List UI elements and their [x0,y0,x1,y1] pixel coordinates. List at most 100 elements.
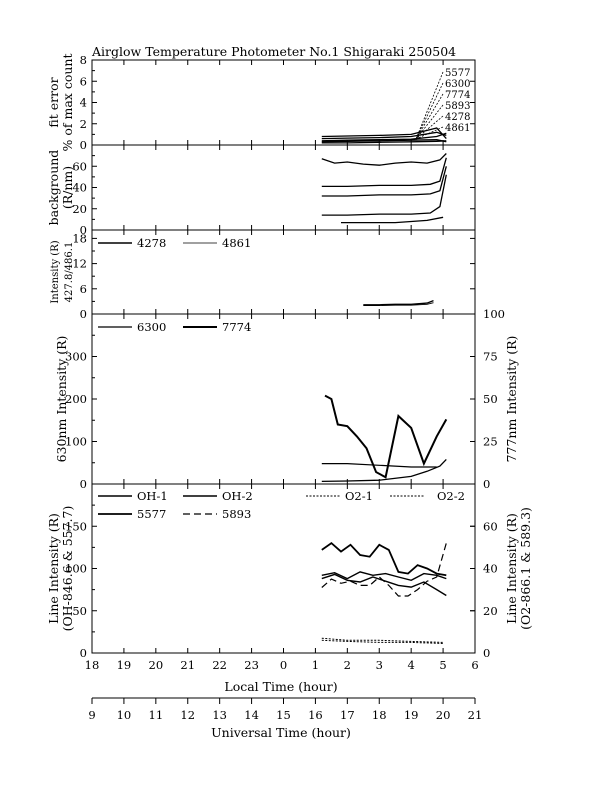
callout-leader [415,104,444,140]
legend-label: 6300 [137,320,166,334]
y-axis-label: fit error [46,77,61,127]
series-line [321,571,447,582]
legend-label: 5893 [222,507,251,521]
local-tick-label: 3 [376,658,383,672]
callout-label: 6300 [445,79,470,90]
y-right-tick-label: 0 [483,477,490,491]
y-right-tick-label: 50 [483,392,498,406]
local-tick-label: 1 [312,658,319,672]
y-axis-label: 630nm Intensity (R) [54,336,69,463]
y-right-axis-label: 777nm Intensity (R) [504,336,519,463]
y-tick-label: 100 [65,562,87,576]
ut-tick-label: 10 [117,708,132,722]
legend-label: O2-1 [345,489,373,503]
ut-tick-label: 18 [372,708,387,722]
legend-label: OH-1 [137,489,168,503]
series-line [321,157,447,188]
y-right-axis-label: Line Intensity (R) [504,513,519,624]
y-tick-label: 0 [80,223,87,237]
series-line [321,139,447,143]
series-line [321,573,447,597]
legend-label: 5577 [137,507,166,521]
series-line [321,153,447,166]
y-right-tick-label: 75 [483,350,498,364]
panel-fit-error: 0 2 4 6 8 fit error% of max count 557763007774… [46,53,476,152]
series-line [321,174,447,216]
callout-leader [415,126,444,140]
local-tick-label: 6 [471,658,478,672]
local-tick-label: 18 [85,658,100,672]
callout-label: 4861 [445,123,470,134]
series-line [321,463,437,468]
ut-tick-label: 13 [212,708,227,722]
local-tick-label: 19 [117,658,132,672]
local-tick-label: 21 [180,658,195,672]
series-line [321,639,444,644]
y-axis-label: (OH-846.6 & 557.7) [60,506,75,632]
y-tick-label: 12 [72,257,87,271]
y-right-tick-label: 60 [483,519,498,533]
local-tick-label: 5 [439,658,446,672]
series-line [341,216,444,224]
y-tick-label: 0 [80,646,87,660]
time-axes: 18 19 20 21 22 23 0 1 2 3 4 5 69 10 11 12 13 14 15 16 17 18 19… [85,658,483,722]
y-axis-label: % of max count [60,54,75,152]
y-tick-label: 40 [72,181,87,195]
callout-leader [415,93,444,140]
series-line [321,127,447,140]
y-tick-label: 100 [65,435,87,449]
y-axis-label: Line Intensity (R) [46,513,61,624]
series-line [324,394,448,479]
callout-leader [415,115,444,140]
y-right-tick-label: 0 [483,646,490,660]
y-right-tick-label: 40 [483,562,498,576]
y-tick-label: 18 [72,231,87,245]
y-tick-label: 300 [65,350,87,364]
ut-tick-label: 12 [180,708,195,722]
y-tick-label: 2 [80,117,87,131]
series-line [321,131,447,140]
series-line [321,458,447,483]
y-axis-label: Intensity (R) [50,240,61,303]
legend-label: O2-2 [437,489,465,503]
callout-label: 5577 [445,68,470,79]
y-right-tick-label: 25 [483,435,498,449]
ut-tick-label: 15 [276,708,291,722]
panel-intensity-4278-4861: 0 6 12 18 Intensity (R) 427.8/486.1 4278 4861 [50,229,476,321]
callout-leader [415,71,444,140]
y-right-tick-label: 20 [483,604,498,618]
ut-tick-label: 20 [436,708,451,722]
ut-tick-label: 11 [149,708,164,722]
series-line [321,542,447,597]
figure-title: Airglow Temperature Photometer No.1 Shig… [91,44,456,59]
ut-tick-label: 21 [468,708,483,722]
local-tick-label: 4 [408,658,415,672]
y-right-tick-label: 100 [483,307,505,321]
y-tick-label: 150 [65,519,87,533]
local-tick-label: 0 [280,658,287,672]
callout-label: 7774 [445,90,470,101]
y-right-axis-label: (O2-866.1 & 589.3) [518,507,533,630]
ut-tick-label: 17 [340,708,355,722]
y-tick-label: 6 [80,74,87,88]
series-line [321,166,447,197]
local-tick-label: 22 [212,658,227,672]
series-line [363,302,434,307]
callout-label: 4278 [445,112,470,123]
y-tick-label: 200 [65,392,87,406]
ut-tick-label: 9 [88,708,95,722]
series-line [321,637,444,643]
y-tick-label: 8 [80,53,87,67]
series-line [363,299,434,306]
y-axis-label: (R/nm) [60,166,75,209]
y-tick-label: 6 [80,282,87,296]
legend-label: 4861 [222,236,251,250]
legend-label: OH-2 [222,489,253,503]
series-line [321,132,447,142]
callout-label: 5893 [445,101,470,112]
series-line [321,541,447,577]
universal-time-label: Universal Time (hour) [211,725,351,740]
